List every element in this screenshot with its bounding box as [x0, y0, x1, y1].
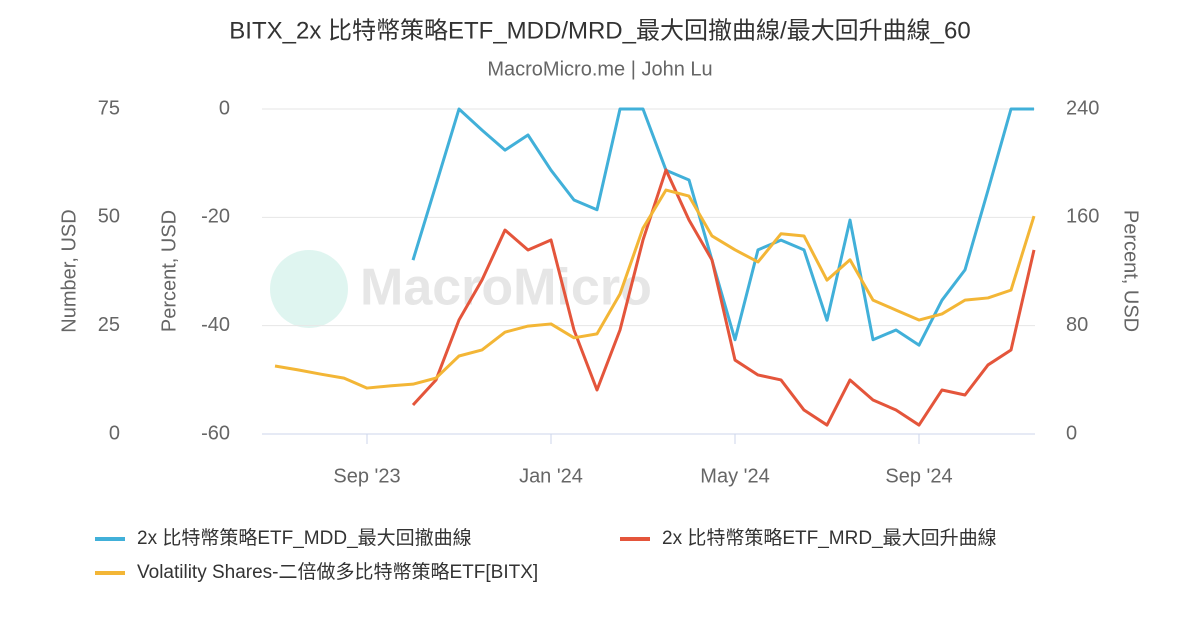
y-tick-label: 25: [98, 314, 120, 336]
y2-tick-label: -40: [201, 314, 230, 336]
legend-label: 2x 比特幣策略ETF_MDD_最大回撤曲線: [137, 527, 472, 549]
series-line: [411, 168, 1036, 427]
y-tick-label: 0: [109, 422, 120, 444]
y2-tick-label: 0: [219, 97, 230, 119]
legend-label: 2x 比特幣策略ETF_MRD_最大回升曲線: [662, 527, 997, 549]
y2-axis-label: Percent, USD: [158, 210, 180, 332]
y3-tick-label: 160: [1066, 206, 1099, 228]
y3-axis-label: Percent, USD: [1120, 210, 1142, 332]
x-tick-label: Sep '23: [333, 465, 400, 487]
y-axis-label: Number, USD: [58, 209, 80, 332]
series-line: [274, 188, 1036, 390]
y-tick-label: 50: [98, 206, 120, 228]
y2-tick-label: -60: [201, 422, 230, 444]
watermark-logo: [270, 250, 348, 328]
x-tick-label: May '24: [700, 465, 769, 487]
y3-tick-label: 0: [1066, 422, 1077, 444]
y3-tick-label: 80: [1066, 314, 1088, 336]
x-tick-label: Jan '24: [519, 465, 583, 487]
y2-tick-label: -20: [201, 206, 230, 228]
x-tick-label: Sep '24: [885, 465, 952, 487]
legend-label: Volatility Shares-二倍做多比特幣策略ETF[BITX]: [137, 561, 538, 583]
y-tick-label: 75: [98, 97, 120, 119]
watermark-text: MacroMicro: [360, 259, 652, 317]
chart-subtitle: MacroMicro.me | John Lu: [487, 58, 712, 80]
watermark: MacroMicro: [270, 250, 652, 328]
chart-title: BITX_2x 比特幣策略ETF_MDD/MRD_最大回撤曲線/最大回升曲線_6…: [229, 17, 970, 44]
y3-tick-label: 240: [1066, 97, 1099, 119]
series-line: [411, 107, 1034, 347]
